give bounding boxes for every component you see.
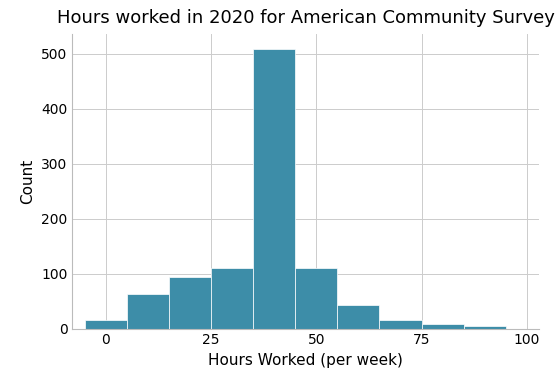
Bar: [127, 295, 169, 329]
Bar: [253, 49, 295, 329]
Bar: [379, 320, 421, 329]
Bar: [421, 324, 464, 329]
Bar: [169, 277, 211, 329]
Bar: [211, 268, 253, 329]
X-axis label: Hours Worked (per week): Hours Worked (per week): [208, 353, 403, 368]
Title: Hours worked in 2020 for American Community Survey: Hours worked in 2020 for American Commun…: [57, 9, 555, 27]
Bar: [295, 268, 337, 329]
Bar: [85, 320, 127, 329]
Bar: [337, 306, 379, 329]
Y-axis label: Count: Count: [21, 159, 36, 204]
Bar: [464, 326, 505, 329]
